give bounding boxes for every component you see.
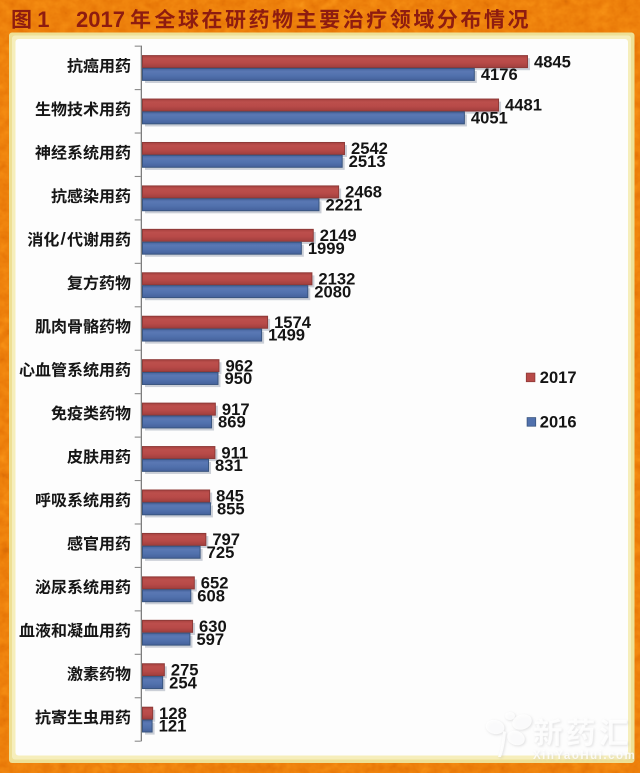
svg-text:608: 608: [197, 586, 225, 605]
svg-text:2017: 2017: [76, 7, 125, 32]
svg-text:869: 869: [218, 413, 246, 432]
svg-text:2468: 2468: [345, 183, 382, 202]
svg-text:950: 950: [224, 369, 252, 388]
svg-text:2017: 2017: [540, 369, 577, 387]
svg-text:2542: 2542: [351, 139, 388, 158]
svg-text:797: 797: [212, 530, 240, 549]
svg-text:128: 128: [159, 704, 187, 723]
svg-text:1574: 1574: [274, 313, 312, 332]
svg-text:254: 254: [169, 673, 197, 692]
svg-text:4176: 4176: [481, 65, 518, 84]
svg-text:1499: 1499: [268, 326, 305, 345]
svg-text:2513: 2513: [349, 152, 386, 171]
svg-text:1: 1: [37, 7, 49, 32]
svg-text:831: 831: [215, 456, 243, 475]
svg-text:855: 855: [217, 500, 245, 519]
svg-text:1999: 1999: [308, 239, 345, 258]
svg-text:652: 652: [201, 574, 229, 593]
svg-text:4845: 4845: [534, 52, 571, 71]
svg-text:4051: 4051: [471, 109, 508, 128]
svg-text:962: 962: [225, 356, 253, 375]
svg-text:4481: 4481: [505, 96, 542, 115]
svg-text:2221: 2221: [325, 195, 362, 214]
svg-text:XinYaoHui.com: XinYaoHui.com: [533, 750, 636, 762]
svg-text:275: 275: [171, 660, 199, 679]
svg-text:917: 917: [222, 400, 250, 419]
svg-text:845: 845: [216, 487, 244, 506]
svg-text:630: 630: [199, 617, 227, 636]
svg-text:911: 911: [221, 443, 248, 462]
svg-text:2016: 2016: [540, 413, 577, 431]
svg-text:121: 121: [159, 717, 187, 736]
svg-text:2149: 2149: [320, 226, 357, 245]
svg-text:597: 597: [196, 630, 224, 649]
svg-text:2132: 2132: [318, 270, 355, 289]
svg-text:725: 725: [207, 543, 235, 562]
svg-text:2080: 2080: [314, 282, 351, 301]
